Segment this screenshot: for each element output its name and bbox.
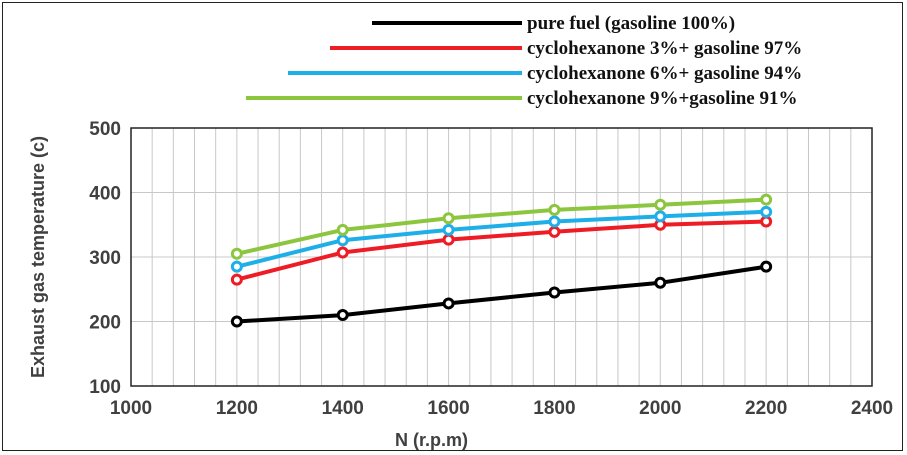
data-point [654,276,667,289]
x-tick-label: 1400 [322,398,364,419]
data-point [336,309,349,322]
plot-area [130,127,873,387]
data-point [230,247,243,260]
y-tick-label: 300 [89,248,121,269]
data-point [760,205,773,218]
x-tick-label: 1800 [533,398,575,419]
data-point [442,297,455,310]
data-point [548,286,561,299]
data-point [336,234,349,247]
data-point [548,225,561,238]
data-point [230,315,243,328]
data-point [336,223,349,236]
data-point [760,260,773,273]
legend: pure fuel (gasoline 100%) cyclohexanone 3… [246,13,802,109]
data-point [760,215,773,228]
legend-item: pure fuel (gasoline 100%) [372,13,735,34]
data-point [654,198,667,211]
x-axis-title: N (r.p.m) [395,430,468,450]
data-series [230,193,773,328]
grid-lines [131,128,872,386]
data-point [230,273,243,286]
series-line [236,209,767,269]
legend-item: cyclohexanone 3%+ gasoline 97% [330,38,802,59]
data-point [230,260,243,273]
y-tick-label: 100 [89,377,121,398]
legend-label: cyclohexanone 3%+ gasoline 97% [527,38,802,59]
data-point [654,210,667,223]
data-point [548,215,561,228]
x-tick-label: 1000 [110,398,152,419]
legend-label: cyclohexanone 6%+ gasoline 94% [527,63,802,84]
series-1 [230,260,773,328]
x-tick-label: 2000 [639,398,681,419]
data-point [442,233,455,246]
y-tick-label: 200 [89,313,121,334]
legend-label: pure fuel (gasoline 100%) [527,13,735,34]
data-point [442,212,455,225]
data-point [336,246,349,259]
legend-label: cyclohexanone 9%+gasoline 91% [527,88,798,109]
x-tick-label: 1200 [216,398,258,419]
series-line [236,219,767,282]
series-line [236,197,767,256]
data-point [548,203,561,216]
series-4 [230,193,773,260]
x-tick-labels: 1000 1200 1400 1600 1800 2000 2200 2400 [110,398,893,419]
x-tick-label: 1600 [427,398,469,419]
legend-item: cyclohexanone 6%+ gasoline 94% [288,63,802,84]
y-axis-title: Exhaust gas temperature (c) [28,136,48,378]
data-point [442,223,455,236]
x-tick-label: 2200 [745,398,787,419]
y-tick-labels: 100 200 300 400 500 [89,119,121,398]
series-line [236,264,767,324]
y-tick-label: 400 [89,184,121,205]
y-tick-label: 500 [89,119,121,140]
legend-item: cyclohexanone 9%+gasoline 91% [246,88,798,109]
data-point [760,193,773,206]
x-tick-label: 2400 [851,398,893,419]
